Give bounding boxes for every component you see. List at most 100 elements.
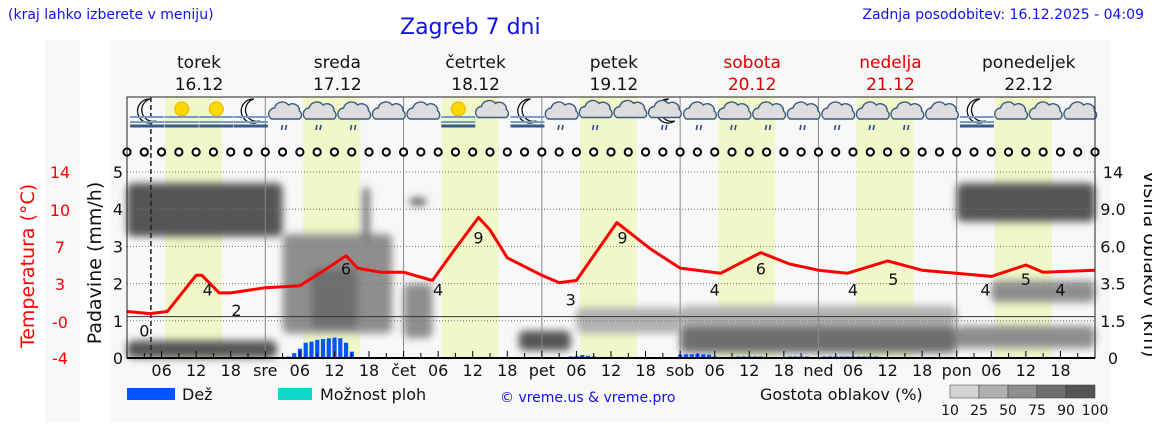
x-tick-label: 06 <box>566 361 586 380</box>
calm-wind-circle-icon <box>571 147 582 157</box>
x-tick-label: ned <box>803 361 833 380</box>
calm-wind-circle-icon <box>347 147 357 157</box>
cloud-drizzle-icon <box>890 101 925 131</box>
x-tick-label: 18 <box>359 361 379 380</box>
precip-tick-label: 5 <box>113 163 123 182</box>
temperature-tick-label: 3 <box>55 275 65 294</box>
rain-bar <box>343 342 349 358</box>
rain-bar <box>315 339 320 358</box>
rain-bar <box>706 354 712 358</box>
cloud-density-scale-label: 100 <box>1082 403 1109 419</box>
cloud-drizzle-icon <box>302 101 337 131</box>
rain-legend-swatch <box>127 388 175 400</box>
location-hint[interactable]: (kraj lahko izberete v meniju) <box>8 7 214 23</box>
day-name: sreda <box>314 53 361 73</box>
calm-wind-circle-icon <box>969 147 979 157</box>
calm-wind-circle-icon <box>277 147 288 157</box>
calm-wind-circle-icon <box>519 147 530 157</box>
calm-wind-circle-icon <box>779 147 789 157</box>
calm-wind-circle-icon <box>329 147 340 157</box>
calm-wind-circle-icon <box>156 147 167 157</box>
sun-cloud-drizzle-icon <box>578 99 613 131</box>
x-tick-label: 12 <box>1016 361 1036 380</box>
x-tick-label: 06 <box>981 361 1001 380</box>
day-date: 21.12 <box>866 75 915 95</box>
cloud-layer <box>409 198 427 206</box>
x-tick-label: 18 <box>221 361 241 380</box>
temperature-label: 9 <box>473 229 483 248</box>
cloud-drizzle-icon <box>337 101 372 131</box>
cloud-layer <box>363 186 369 241</box>
x-tick-label: 18 <box>497 361 517 380</box>
cloud-layer <box>956 183 1095 222</box>
calm-wind-circle-icon <box>1073 147 1083 157</box>
precip-tick-label: 3 <box>113 237 123 256</box>
copyright-link[interactable]: © vreme.us & vreme.pro <box>500 390 675 406</box>
rain-bar <box>701 354 706 358</box>
calm-wind-circle-icon <box>744 147 754 157</box>
cloud-drizzle-icon <box>855 101 890 131</box>
calm-wind-circle-icon <box>900 147 910 157</box>
day-name: nedelja <box>859 53 921 73</box>
rain-bar <box>585 355 591 358</box>
cloud-drizzle-icon <box>544 101 579 131</box>
cloud-drizzle-icon <box>786 101 821 131</box>
calm-wind-circle-icon <box>640 147 651 157</box>
moon-fog-icon <box>510 98 545 128</box>
cloud-layer <box>127 340 277 358</box>
calm-wind-circle-icon <box>882 147 893 157</box>
precip-tick-label: 2 <box>113 275 123 294</box>
cloud-height-tick-label: 14 <box>1103 163 1123 182</box>
x-tick-label: 18 <box>1050 361 1070 380</box>
temperature-label: 5 <box>888 270 898 289</box>
day-date: 17.12 <box>313 75 362 95</box>
temperature-label: 4 <box>980 280 990 299</box>
temperature-label: 3 <box>566 291 576 310</box>
rain-bar <box>338 338 343 358</box>
calm-wind-circle-icon <box>295 147 305 157</box>
temperature-label: 2 <box>231 301 241 320</box>
calm-wind-circle-icon <box>865 147 875 157</box>
calm-wind-circle-icon <box>174 147 184 157</box>
calm-wind-circle-icon <box>831 147 841 157</box>
rain-bar <box>580 355 585 358</box>
x-tick-label: 06 <box>151 361 171 380</box>
calm-wind-circle-icon <box>226 147 236 157</box>
calm-wind-circle-icon <box>364 147 374 157</box>
calm-wind-circle-icon <box>796 147 806 157</box>
calm-wind-circle-icon <box>260 147 270 157</box>
x-tick-label: 12 <box>877 361 897 380</box>
temperature-label: 6 <box>341 260 351 279</box>
cloud-density-scale-label: 50 <box>999 403 1017 419</box>
day-name: ponedeljek <box>982 53 1076 73</box>
cloud-density-legend-title: Gostota oblakov (%) <box>760 385 923 404</box>
cloud-drizzle-icon <box>821 101 856 131</box>
calm-wind-circle-icon <box>692 147 703 157</box>
calm-wind-circle-icon <box>1003 147 1014 157</box>
calm-wind-circle-icon <box>208 147 219 157</box>
cloud-icon <box>406 101 441 120</box>
temperature-label: 5 <box>1021 270 1031 289</box>
x-tick-label: 18 <box>774 361 794 380</box>
calm-wind-circle-icon <box>813 147 824 157</box>
x-tick-label: sre <box>253 361 277 380</box>
calm-wind-circle-icon <box>952 147 962 157</box>
x-tick-label: pet <box>529 361 555 380</box>
day-date: 20.12 <box>728 75 777 95</box>
calm-wind-circle-icon <box>1038 147 1048 157</box>
rain-bar <box>326 338 331 358</box>
x-tick-label: 12 <box>463 361 483 380</box>
cloud-layer <box>127 183 283 237</box>
x-tick-label: čet <box>391 361 416 380</box>
rain-bar <box>689 354 694 358</box>
day-date: 22.12 <box>1004 75 1053 95</box>
moon-fog-icon <box>130 98 165 128</box>
precip-tick-label: 0 <box>113 349 123 368</box>
rain-bar <box>332 337 337 358</box>
cloud-height-tick-label: 0 <box>1108 349 1118 368</box>
x-tick-label: 12 <box>601 361 621 380</box>
temperature-label: 4 <box>203 280 213 299</box>
rain-bar <box>683 354 689 358</box>
calm-wind-circle-icon <box>398 147 409 157</box>
cloud-density-swatch <box>1036 384 1067 399</box>
